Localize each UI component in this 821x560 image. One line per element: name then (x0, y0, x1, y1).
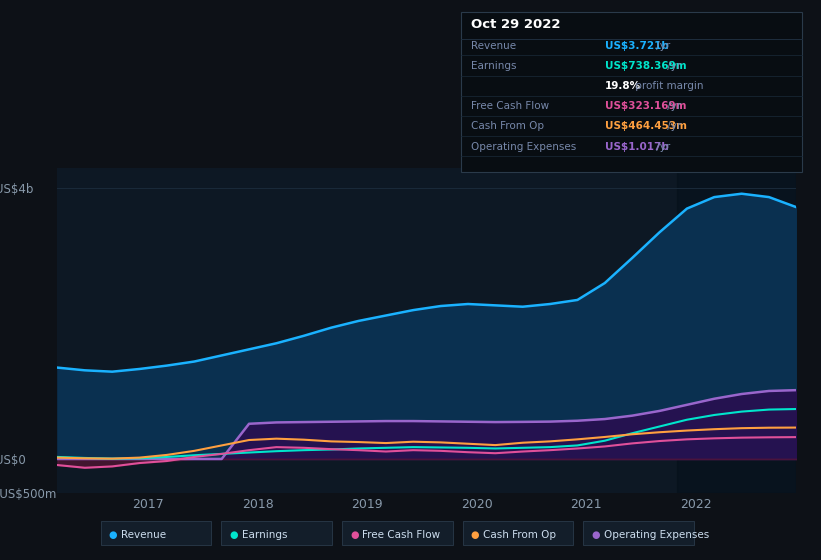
Text: Oct 29 2022: Oct 29 2022 (471, 18, 561, 31)
Text: US$738.369m: US$738.369m (605, 61, 686, 71)
Bar (677, 168, 796, 493)
Text: US$464.453m: US$464.453m (605, 122, 687, 132)
Text: /yr: /yr (664, 101, 681, 111)
Text: Cash From Op: Cash From Op (471, 122, 544, 132)
Text: /yr: /yr (664, 61, 681, 71)
Text: /yr: /yr (654, 142, 671, 152)
Text: US$323.169m: US$323.169m (605, 101, 686, 111)
Text: Free Cash Flow: Free Cash Flow (471, 101, 549, 111)
Text: Operating Expenses: Operating Expenses (604, 530, 709, 540)
Text: profit margin: profit margin (632, 81, 704, 91)
Text: US$1.017b: US$1.017b (605, 142, 669, 152)
Text: Revenue: Revenue (471, 41, 516, 51)
Text: Earnings: Earnings (241, 530, 287, 540)
Text: US$3.721b: US$3.721b (605, 41, 669, 51)
Text: ●: ● (108, 530, 117, 540)
Text: 19.8%: 19.8% (605, 81, 641, 91)
Text: ●: ● (471, 530, 479, 540)
Text: Operating Expenses: Operating Expenses (471, 142, 576, 152)
Text: Earnings: Earnings (471, 61, 516, 71)
Text: /yr: /yr (664, 122, 681, 132)
Text: ●: ● (351, 530, 359, 540)
Text: ●: ● (591, 530, 600, 540)
Text: Revenue: Revenue (121, 530, 166, 540)
Text: ●: ● (229, 530, 238, 540)
Text: Cash From Op: Cash From Op (483, 530, 556, 540)
Text: /yr: /yr (654, 41, 671, 51)
Text: Free Cash Flow: Free Cash Flow (363, 530, 441, 540)
